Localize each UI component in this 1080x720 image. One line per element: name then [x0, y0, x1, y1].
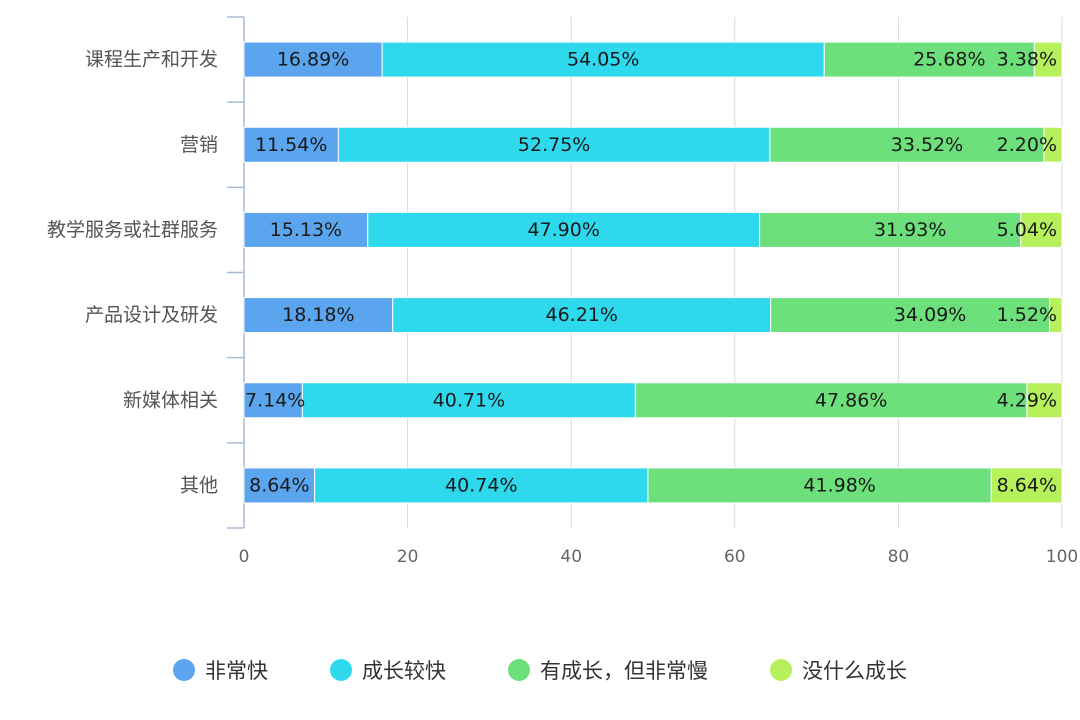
bar-segment	[770, 297, 1051, 334]
legend-label: 有成长，但非常慢	[540, 659, 708, 683]
bar-segment	[759, 211, 1022, 248]
legend-swatch	[330, 659, 352, 681]
data-label: 25.68%	[913, 49, 985, 71]
bar-segment	[1049, 297, 1063, 334]
y-axis	[227, 16, 245, 529]
legend-swatch	[173, 659, 195, 681]
bar-segment	[243, 382, 303, 419]
data-labels: 16.89% 54.05% 25.68% 3.38% 11.54% 52.75% 33.52…	[245, 49, 1057, 497]
legend-item[interactable]: 成长较快	[330, 655, 446, 685]
bars	[243, 41, 1063, 504]
data-label: 5.04%	[997, 219, 1057, 241]
data-label: 7.14%	[245, 389, 305, 411]
data-label: 52.75%	[518, 134, 590, 156]
legend-label: 非常快	[205, 659, 268, 683]
data-label: 3.38%	[997, 49, 1057, 71]
category-label: 营销	[180, 134, 218, 156]
data-label: 41.98%	[803, 474, 875, 496]
data-label: 47.90%	[527, 219, 599, 241]
data-label: 46.21%	[545, 304, 617, 326]
bar-segment	[392, 297, 772, 334]
data-label: 8.64%	[997, 474, 1057, 496]
chart-legend: 非常快 成长较快 有成长，但非常慢 没什么成长	[0, 650, 1080, 690]
data-label: 31.93%	[874, 219, 946, 241]
category-label: 教学服务或社群服务	[47, 219, 218, 241]
data-label: 1.52%	[997, 304, 1057, 326]
legend-item[interactable]: 非常快	[173, 655, 268, 685]
data-label: 18.18%	[282, 304, 354, 326]
legend-label: 没什么成长	[802, 659, 907, 683]
legend-item[interactable]: 有成长，但非常慢	[508, 655, 708, 685]
x-tick-label: 0	[239, 547, 250, 567]
x-tick-label: 80	[888, 547, 910, 567]
x-tick-label: 20	[397, 547, 419, 567]
legend-swatch	[508, 659, 530, 681]
bar-segment	[1026, 382, 1063, 419]
legend-item[interactable]: 没什么成长	[770, 655, 907, 685]
bar-segment	[243, 211, 369, 248]
x-tick-label: 60	[724, 547, 746, 567]
bar-segment	[381, 41, 825, 78]
x-tick-label: 100	[1046, 547, 1078, 567]
bar-segment	[990, 467, 1063, 504]
data-label: 34.09%	[894, 304, 966, 326]
category-label: 课程生产和开发	[85, 49, 218, 71]
category-label: 新媒体相关	[123, 389, 218, 411]
bar-segment	[769, 126, 1045, 163]
bar-segment	[1020, 211, 1063, 248]
bar-segment	[367, 211, 761, 248]
legend-swatch	[770, 659, 792, 681]
bar-segment	[647, 467, 992, 504]
bar-segment	[337, 126, 771, 163]
category-label: 产品设计及研发	[85, 304, 218, 326]
data-label: 54.05%	[567, 49, 639, 71]
bar-segment	[243, 297, 394, 334]
legend-label: 成长较快	[362, 659, 446, 683]
data-label: 33.52%	[891, 134, 963, 156]
bar-segment	[243, 126, 339, 163]
data-label: 4.29%	[997, 389, 1057, 411]
grid-lines	[407, 17, 1063, 528]
bar-segment	[314, 467, 649, 504]
data-label: 15.13%	[270, 219, 342, 241]
data-label: 8.64%	[249, 474, 309, 496]
data-label: 40.74%	[445, 474, 517, 496]
data-label: 40.71%	[433, 389, 505, 411]
bar-segment	[1033, 41, 1063, 78]
data-label: 16.89%	[277, 49, 349, 71]
bar-segment	[1043, 126, 1063, 163]
data-label: 2.20%	[997, 134, 1057, 156]
data-label: 11.54%	[255, 134, 327, 156]
x-tick-label: 40	[560, 547, 582, 567]
category-label: 其他	[180, 474, 218, 496]
data-label: 47.86%	[815, 389, 887, 411]
bar-segment	[823, 41, 1035, 78]
